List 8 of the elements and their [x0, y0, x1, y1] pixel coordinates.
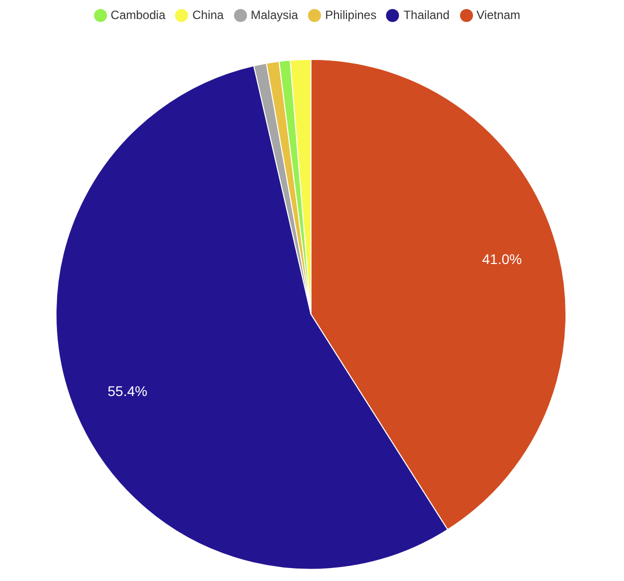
legend-label: Cambodia — [110, 8, 166, 22]
data-label: 41.0% — [482, 250, 522, 267]
legend-label: China — [192, 8, 224, 22]
data-label: 55.4% — [108, 383, 148, 400]
legend-label: Thailand — [403, 8, 450, 22]
legend-label: Malaysia — [250, 8, 298, 22]
legend-label: Philipines — [325, 8, 376, 22]
legend-label: Vietnam — [476, 8, 520, 22]
